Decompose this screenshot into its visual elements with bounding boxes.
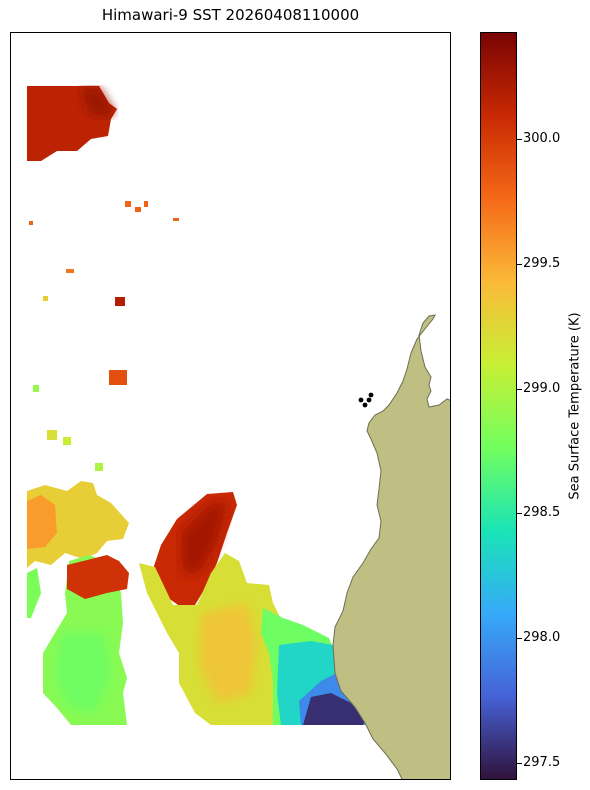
colorbar-tick [517, 637, 522, 639]
colorbar-tick-label: 299.0 [523, 380, 561, 396]
station-marker [366, 397, 372, 403]
sst-speck [95, 463, 103, 471]
colorbar-tick [517, 139, 522, 141]
sst-speck [109, 370, 127, 385]
colorbar-tick-label: 300.0 [523, 131, 561, 147]
sst-speck [33, 385, 39, 392]
station-markers [358, 392, 374, 408]
sst-speck [115, 297, 125, 306]
sst-patch-southeast-cold [303, 693, 365, 725]
sst-patch-west [27, 481, 129, 568]
colorbar-tick [517, 513, 522, 515]
colorbar-tick [517, 263, 522, 265]
colorbar-tick-label: 299.5 [523, 255, 561, 271]
sst-patch-west-orange [67, 555, 129, 599]
sst-map[interactable] [11, 33, 451, 780]
sst-speck [47, 430, 57, 440]
sst-field [27, 86, 367, 725]
sst-patch-southwest-core [55, 633, 111, 713]
sst-patch-yellow-core [199, 603, 257, 703]
sst-speck [66, 269, 74, 273]
map-title: Himawari-9 SST 20260408110000 [101, 6, 360, 24]
colorbar-tick [517, 388, 522, 390]
colorbar-label: Sea Surface Temperature (K) [567, 312, 583, 500]
colorbar [480, 32, 517, 780]
sst-patch-east-cyan [277, 641, 347, 725]
sst-patch-northwest-core [81, 88, 115, 117]
station-marker [358, 397, 364, 403]
sst-patch-central-core [181, 503, 227, 573]
sst-patch-west-warm [27, 495, 57, 549]
station-marker [362, 402, 368, 408]
sst-speck [173, 218, 179, 221]
colorbar-tick-label: 298.0 [523, 629, 561, 645]
sst-speck [125, 201, 131, 207]
sst-speck [144, 201, 148, 207]
sst-patch-west-edge [27, 568, 41, 618]
station-marker [368, 392, 374, 398]
sst-speck [29, 221, 33, 225]
land-coastline [332, 314, 450, 779]
sst-speck [43, 296, 48, 301]
colorbar-tick-label: 297.5 [523, 754, 561, 770]
colorbar-tick-label: 298.5 [523, 505, 561, 521]
sst-speck [135, 207, 141, 212]
colorbar-tick [517, 762, 522, 764]
sst-speck [63, 437, 71, 445]
map-frame[interactable] [10, 32, 451, 780]
